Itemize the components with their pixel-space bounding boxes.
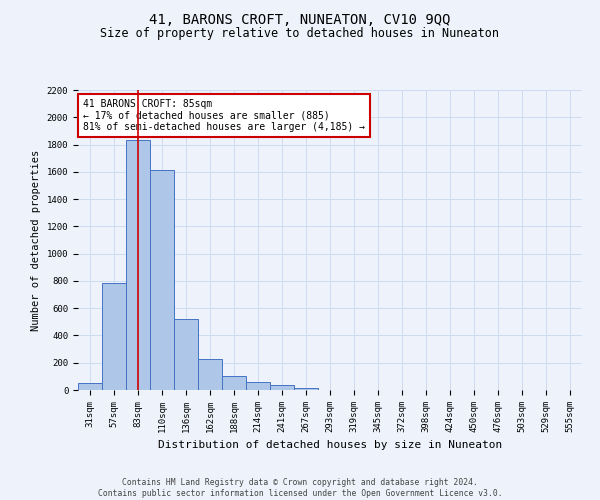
Bar <box>126 140 150 390</box>
Bar <box>102 283 126 390</box>
Bar <box>150 170 174 390</box>
Text: 41, BARONS CROFT, NUNEATON, CV10 9QQ: 41, BARONS CROFT, NUNEATON, CV10 9QQ <box>149 12 451 26</box>
Bar <box>246 382 270 390</box>
Text: 41 BARONS CROFT: 85sqm
← 17% of detached houses are smaller (885)
81% of semi-de: 41 BARONS CROFT: 85sqm ← 17% of detached… <box>83 99 365 132</box>
Bar <box>198 358 222 390</box>
Bar <box>174 319 198 390</box>
Bar <box>294 388 318 390</box>
Text: Size of property relative to detached houses in Nuneaton: Size of property relative to detached ho… <box>101 28 499 40</box>
Bar <box>270 385 294 390</box>
Y-axis label: Number of detached properties: Number of detached properties <box>31 150 41 330</box>
Text: Contains HM Land Registry data © Crown copyright and database right 2024.
Contai: Contains HM Land Registry data © Crown c… <box>98 478 502 498</box>
Bar <box>78 383 102 390</box>
Bar <box>222 376 246 390</box>
X-axis label: Distribution of detached houses by size in Nuneaton: Distribution of detached houses by size … <box>158 440 502 450</box>
